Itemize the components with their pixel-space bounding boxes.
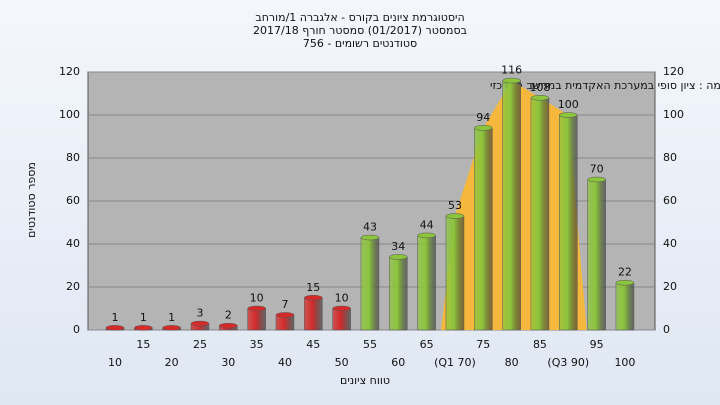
bar-top: [304, 295, 323, 301]
data-label: 43: [363, 221, 377, 234]
bar: [247, 308, 266, 331]
bar-top: [389, 254, 408, 260]
data-label: 70: [590, 163, 604, 176]
x-tick-label: 50: [335, 356, 349, 369]
bar-top: [162, 325, 181, 331]
x-tick-label: 10: [108, 356, 122, 369]
x-tick-label: 60: [391, 356, 405, 369]
data-label: 15: [306, 281, 320, 294]
data-label: 22: [618, 266, 632, 279]
bar-top: [190, 320, 210, 327]
bar: [502, 80, 521, 331]
x-tick-label: 65: [420, 338, 434, 351]
annotation: במשימה : ציון סופי במערכת האקדמית במחשב …: [490, 79, 720, 92]
bar-top: [247, 305, 266, 312]
bar: [389, 256, 408, 331]
y-axis-label: מספר סטודנטים: [25, 162, 38, 238]
data-label: 10: [250, 292, 264, 305]
y-tick-label: 0: [663, 323, 670, 336]
x-tick-label: 40: [278, 356, 292, 369]
bar-top: [360, 234, 380, 241]
data-label: 1: [140, 311, 147, 324]
bar: [304, 297, 323, 331]
data-label: 1: [168, 311, 175, 324]
bar-top: [105, 325, 125, 331]
bar: [445, 215, 465, 331]
x-axis-label: טווח ציונים: [340, 374, 390, 387]
chart-subtitle: בסמסטר (01/2017) סמסטר חורף 2017/18: [253, 24, 467, 37]
x-tick-label: 15: [136, 338, 150, 351]
y-tick-label: 80: [663, 151, 677, 164]
bar: [559, 114, 578, 331]
y-tick-label: 60: [663, 194, 677, 207]
data-label: 94: [476, 111, 490, 124]
x-tick-label: 80: [505, 356, 519, 369]
x-tick-label: (Q3 90): [547, 356, 589, 369]
bar: [332, 308, 351, 331]
x-tick-label: 20: [165, 356, 179, 369]
y-tick-label: 20: [663, 280, 677, 293]
bar: [360, 237, 380, 331]
y-tick-label: 40: [66, 237, 80, 250]
y-tick-label: 20: [66, 280, 80, 293]
bar-top: [615, 279, 635, 286]
bar-top: [559, 112, 578, 118]
x-tick-label: 55: [363, 338, 377, 351]
data-label: 2: [225, 309, 232, 322]
x-tick-label: 30: [221, 356, 235, 369]
bar-top: [587, 176, 606, 183]
bar: [417, 235, 436, 331]
data-label: 1: [112, 311, 119, 324]
bar-top: [219, 322, 238, 329]
data-label: 10: [335, 292, 349, 305]
x-tick-label: 75: [476, 338, 490, 351]
x-tick-label: 25: [193, 338, 207, 351]
y-tick-label: 120: [663, 65, 684, 78]
bar-top: [474, 125, 493, 131]
data-label: 34: [391, 240, 405, 253]
y-tick-label: 120: [59, 65, 80, 78]
data-label: 3: [196, 307, 203, 320]
bar-top: [417, 232, 436, 239]
data-label: 108: [529, 81, 550, 94]
data-label: 100: [558, 98, 579, 111]
x-tick-label: 35: [250, 338, 264, 351]
bar-top: [445, 213, 465, 219]
bar-top: [530, 95, 550, 101]
bar-top: [275, 312, 295, 318]
x-tick-label: 45: [306, 338, 320, 351]
x-tick-label: 100: [614, 356, 635, 369]
bar-top: [332, 305, 351, 312]
x-tick-label: 95: [590, 338, 604, 351]
data-label: 7: [281, 298, 288, 311]
y-tick-label: 80: [66, 151, 80, 164]
data-label: 53: [448, 199, 462, 212]
bar: [474, 127, 493, 331]
y-tick-label: 0: [73, 323, 80, 336]
bar: [530, 97, 550, 331]
y-tick-label: 60: [66, 194, 80, 207]
bar: [587, 179, 606, 331]
bar-top: [134, 325, 153, 331]
y-tick-label: 40: [663, 237, 677, 250]
bar: [615, 282, 635, 331]
y-tick-label: 100: [663, 108, 684, 121]
bar-top: [502, 77, 521, 84]
chart-subtitle: סטודנטים רשומים - 756: [303, 37, 417, 50]
x-tick-label: 85: [533, 338, 547, 351]
chart-title: היסטוגרמת ציונים בקורס - אלגברה 1/מורחב: [255, 11, 464, 24]
x-tick-label: (Q1 70): [434, 356, 476, 369]
y-tick-label: 100: [59, 108, 80, 121]
data-label: 116: [501, 64, 522, 77]
data-label: 44: [420, 218, 434, 231]
